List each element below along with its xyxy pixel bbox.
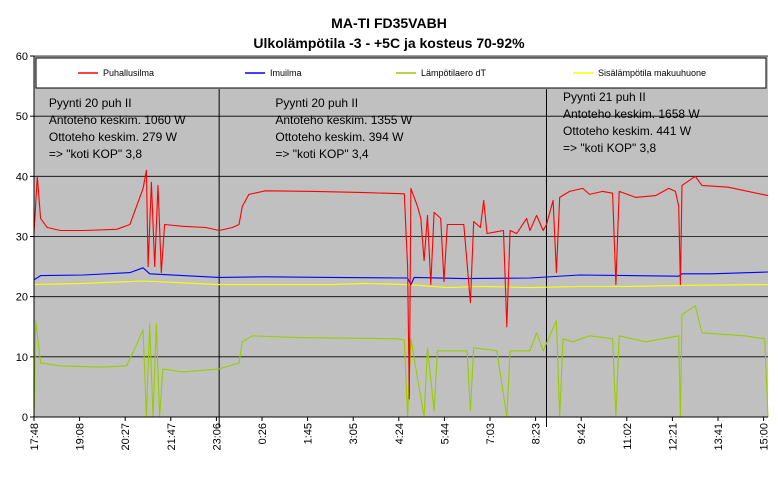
annotation-line: Antoteho keskim. 1060 W (49, 113, 186, 127)
annotation-line: Ottoteho keskim. 441 W (563, 124, 692, 138)
y-tick-label: 50 (16, 111, 28, 123)
chart-title: MA-TI FD35VABH (331, 15, 447, 31)
x-tick-label: 12:21 (667, 423, 679, 451)
legend-entry: Sisälämpötila makuuhuone (598, 68, 706, 78)
x-tick-label: 11:02 (622, 423, 634, 450)
x-tick-label: 23:06 (211, 423, 223, 451)
x-tick-label: 15:00 (759, 423, 771, 451)
legend-entry: Lämpötilaero dT (421, 68, 487, 78)
annotation-block: Pyynti 21 puh II Antoteho keskim. 1658 W O… (563, 90, 700, 155)
x-tick-label: 3:05 (348, 423, 360, 444)
legend-entry: Imuilma (270, 68, 302, 78)
y-tick-label: 30 (16, 232, 28, 244)
y-tick-label: 10 (16, 352, 28, 364)
x-tick-labels: 17:48 19:08 20:27 21:47 23:06 0:26 1:45 3:05 4:2… (29, 417, 771, 451)
annotation-line: Ottoteho keskim. 394 W (275, 130, 404, 144)
series-line-1 (33, 169, 769, 400)
x-tick-label: 20:27 (120, 423, 132, 451)
annotation-line: Pyynti 21 puh II (563, 90, 646, 104)
annotation-line: => "koti KOP" 3,4 (275, 147, 369, 161)
x-tick-label: 1:45 (303, 423, 315, 444)
x-tick-label: 21:47 (166, 423, 178, 451)
legend-entries: Puhallusilma Imuilma Lämpötilaero dT Sisälä… (78, 68, 706, 78)
annotation-line: Antoteho keskim. 1355 W (275, 113, 412, 127)
series-line-4 (33, 280, 769, 289)
x-tick-label: 7:03 (485, 423, 497, 444)
y-tick-label: 0 (22, 412, 28, 424)
x-tick-label: 9:42 (576, 423, 588, 444)
x-tick-label: 13:41 (713, 423, 725, 451)
annotation-block: Pyynti 20 puh II Antoteho keskim. 1355 W O… (275, 96, 412, 161)
x-tick-label: 8:23 (531, 423, 543, 444)
series-line-3 (33, 305, 769, 418)
y-tick-labels: 0 10 20 30 40 50 60 (16, 51, 34, 424)
annotation-block: Pyynti 20 puh II Antoteho keskim. 1060 W O… (49, 96, 186, 161)
annotation-line: Antoteho keskim. 1658 W (563, 107, 700, 121)
x-tick-label: 4:24 (394, 423, 406, 444)
separator-lines (218, 89, 547, 427)
x-tick-label: 5:44 (439, 423, 451, 444)
legend-entry: Puhallusilma (103, 68, 154, 78)
annotations: Pyynti 20 puh II Antoteho keskim. 1060 W O… (49, 90, 701, 161)
annotation-line: => "koti KOP" 3,8 (49, 147, 143, 161)
series-lines (33, 169, 769, 418)
annotation-line: Pyynti 20 puh II (275, 96, 358, 110)
y-tick-label: 60 (16, 51, 28, 63)
chart-subtitle: Ulkolämpötila -3 - +5C ja kosteus 70-92% (253, 35, 525, 51)
annotation-line: Ottoteho keskim. 279 W (49, 130, 178, 144)
x-tick-label: 0:26 (257, 423, 269, 444)
x-tick-label: 19:08 (75, 423, 87, 451)
y-tick-label: 20 (16, 292, 28, 304)
annotation-line: => "koti KOP" 3,8 (563, 141, 657, 155)
y-tick-label: 40 (16, 171, 28, 183)
x-tick-label: 17:48 (29, 423, 41, 451)
annotation-line: Pyynti 20 puh II (49, 96, 132, 110)
